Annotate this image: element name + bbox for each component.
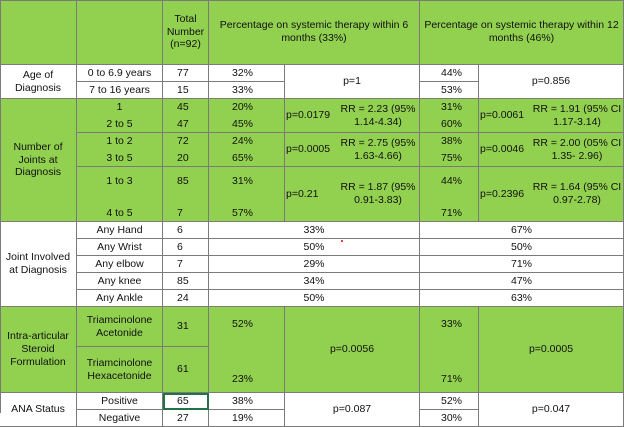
header-total-number: Total Number (n=92) xyxy=(163,0,209,65)
ana-pval-6: p=0.087 xyxy=(285,393,420,427)
ji-p6-5: 50% xyxy=(209,290,420,307)
joints-g1-rr-6: RR = 2.23 (95% 1.14-4.34) xyxy=(337,99,420,133)
steroid-cat-2: Triamcinolone Hexacetonide xyxy=(77,347,163,393)
age-cat-2: 7 to 16 years xyxy=(77,82,163,99)
ji-p12-1: 67% xyxy=(420,222,624,239)
age-pval-6: p=1 xyxy=(285,65,420,99)
ji-cat-4: Any knee xyxy=(77,273,163,290)
joints-g1-cat-2: 2 to 5 xyxy=(77,116,163,133)
joints-g3-rr-12: RR = 1.64 (95% CI 0.97-2.78) xyxy=(531,167,624,222)
ji-n-4: 85 xyxy=(163,273,209,290)
joints-g1-p12-2: 60% xyxy=(420,116,479,133)
joints-g3-p6-1: 31% xyxy=(209,167,285,196)
joints-label: Number of Joints at Diagnosis xyxy=(0,99,77,222)
joints-g3-rr-6: RR = 1.87 (95% 0.91-3.83) xyxy=(337,167,420,222)
age-p12-1: 44% xyxy=(420,65,479,82)
steroid-label: Intra-articular Steroid Formulation xyxy=(0,307,77,393)
ji-p12-3: 71% xyxy=(420,256,624,273)
ji-p12-4: 47% xyxy=(420,273,624,290)
joints-g1-p6-2: 45% xyxy=(209,116,285,133)
steroid-p12-2: 71% xyxy=(420,367,479,393)
joints-g2-p6-2: 65% xyxy=(209,150,285,167)
ji-p6-4: 34% xyxy=(209,273,420,290)
joints-g3-p12-2: 71% xyxy=(420,196,479,222)
steroid-p12-1: 33% xyxy=(420,307,479,341)
ji-cat-2: Any Wrist xyxy=(77,239,163,256)
joints-g2-p6-1: 24% xyxy=(209,133,285,150)
header-blank-1 xyxy=(0,0,77,65)
ji-cat-1: Any Hand xyxy=(77,222,163,239)
ji-p12-5: 63% xyxy=(420,290,624,307)
steroid-n-2: 61 xyxy=(163,347,209,393)
joint-involved-label: Joint Involved at Diagnosis xyxy=(0,222,77,307)
ji-n-1: 6 xyxy=(163,222,209,239)
joints-g3-n-1: 85 xyxy=(163,167,209,196)
ana-cat-1: Positive xyxy=(77,393,163,410)
age-p6-1: 32% xyxy=(209,65,285,82)
ana-pval-12: p=0.047 xyxy=(479,393,624,427)
joints-g2-rr-12: RR = 2.00 (05% CI 1.35- 2.96) xyxy=(531,133,624,167)
steroid-cat-1: Triamcinolone Acetonide xyxy=(77,307,163,347)
header-6-months: Percentage on systemic therapy within 6 … xyxy=(209,0,420,65)
ji-n-3: 7 xyxy=(163,256,209,273)
joints-g2-p12-1: 38% xyxy=(420,133,479,150)
ji-cat-3: Any elbow xyxy=(77,256,163,273)
joints-g2-n-2: 20 xyxy=(163,150,209,167)
joints-g1-rr-12: RR = 1.91 (95% CI 1.17-3.14) xyxy=(531,99,624,133)
steroid-n-1: 31 xyxy=(163,307,209,347)
steroid-pval-6: p=0.0056 xyxy=(285,307,420,393)
steroid-p6-2: 23% xyxy=(209,367,285,393)
age-cat-1: 0 to 6.9 years xyxy=(77,65,163,82)
age-p12-2: 53% xyxy=(420,82,479,99)
ana-label: ANA Status xyxy=(0,393,77,427)
ji-p6-3: 29% xyxy=(209,256,420,273)
joints-g3-cat-2: 4 to 5 xyxy=(77,196,163,222)
age-p6-2: 33% xyxy=(209,82,285,99)
steroid-p6-1: 52% xyxy=(209,307,285,341)
age-n-1: 77 xyxy=(163,65,209,82)
age-pval-12: p=0.856 xyxy=(479,65,624,99)
age-n-2: 15 xyxy=(163,82,209,99)
stray-mark xyxy=(341,240,343,242)
joints-g2-n-1: 72 xyxy=(163,133,209,150)
joints-g3-cat-1: 1 to 3 xyxy=(77,167,163,196)
joints-g3-n-2: 7 xyxy=(163,196,209,222)
age-label: Age of Diagnosis xyxy=(0,65,77,99)
joints-g2-p12-2: 75% xyxy=(420,150,479,167)
ji-cat-5: Any Ankle xyxy=(77,290,163,307)
steroid-p12-gap xyxy=(420,341,479,367)
ana-p12-1: 52% xyxy=(420,393,479,410)
ana-p6-1: 38% xyxy=(209,393,285,410)
joints-g1-p12-1: 31% xyxy=(420,99,479,116)
joints-g1-p6-1: 20% xyxy=(209,99,285,116)
ji-p6-2: 50% xyxy=(209,239,420,256)
joints-g3-p6-2: 57% xyxy=(209,196,285,222)
steroid-p6-gap xyxy=(209,341,285,367)
joints-g2-cat-1: 1 to 2 xyxy=(77,133,163,150)
joints-g1-n-1: 45 xyxy=(163,99,209,116)
steroid-pval-12: p=0.0005 xyxy=(479,307,624,393)
joints-g3-p12-1: 44% xyxy=(420,167,479,196)
joints-g1-n-2: 47 xyxy=(163,116,209,133)
ji-p12-2: 50% xyxy=(420,239,624,256)
ana-n-1-selected-cell[interactable]: 65 xyxy=(163,393,209,410)
joints-g2-cat-2: 3 to 5 xyxy=(77,150,163,167)
ji-p6-1: 33% xyxy=(209,222,420,239)
ji-n-5: 24 xyxy=(163,290,209,307)
joints-g1-cat-1: 1 xyxy=(77,99,163,116)
header-12-months: Percentage on systemic therapy within 12… xyxy=(420,0,624,65)
joints-g2-rr-6: RR = 2.75 (95% 1.63-4.66) xyxy=(337,133,420,167)
ji-n-2: 6 xyxy=(163,239,209,256)
header-blank-2 xyxy=(77,0,163,65)
